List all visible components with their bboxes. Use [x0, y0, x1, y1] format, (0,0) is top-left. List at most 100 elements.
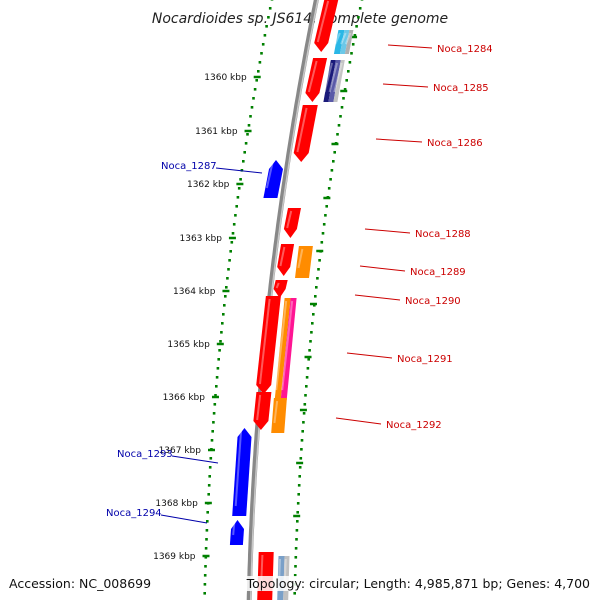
scale-dot — [214, 394, 217, 397]
gene-noca-1285-arrow-shade — [307, 60, 318, 93]
scale-dot — [305, 385, 308, 388]
scale-dot — [306, 367, 310, 370]
scale-dot — [228, 259, 231, 262]
scale-dot — [351, 43, 355, 46]
gene-label-leader — [364, 228, 411, 234]
scale-dot — [215, 385, 218, 388]
scale-dot — [298, 475, 301, 478]
scale-dot — [339, 115, 342, 118]
gene-noca-1294-arrow — [229, 520, 244, 545]
gene-label-leader — [375, 138, 423, 143]
scale-dot — [324, 214, 327, 217]
scale-dot — [316, 277, 319, 280]
kbp-tick-label: 1362 kbp — [187, 180, 230, 190]
gene-noca-1293-arrow-shade — [234, 430, 243, 507]
scale-dot — [309, 340, 312, 343]
cds-track-1291a — [274, 298, 291, 400]
scale-dot — [315, 286, 318, 289]
gene-label-text: Noca_1286 — [427, 138, 483, 149]
scale-dot — [337, 124, 341, 127]
cds-track-1284b-shade — [340, 32, 347, 45]
cds-track-1284c-shade — [344, 32, 352, 45]
scale-dot — [296, 502, 300, 505]
scale-dot — [206, 520, 209, 523]
cds-track-1284a — [333, 30, 345, 54]
gene-noca-1288-arrow-shade — [286, 210, 293, 229]
scale-dot — [204, 547, 208, 550]
scale-dot — [223, 304, 226, 307]
scale-dot — [235, 205, 238, 208]
scale-dot — [227, 268, 230, 271]
gene-noca-1289-arrow — [277, 244, 295, 276]
gene-noca-1294-arrow-shade — [232, 522, 236, 536]
scale-dot — [212, 412, 216, 415]
gene-noca-1291-arrow — [256, 296, 281, 394]
kbp-tick-label: 1363 kbp — [180, 234, 223, 244]
scale-dot — [221, 322, 224, 325]
scale-dot — [217, 358, 220, 361]
kbp-scale: 1360 kbp 1361 kbp 1362 kbp 1363 kbp 1364 kbp… — [153, 0, 364, 595]
gene-label-leader — [354, 294, 401, 301]
cds-track-1284b — [339, 30, 350, 54]
scale-dot — [237, 187, 241, 190]
scale-dot — [222, 313, 225, 316]
scale-dot — [208, 475, 211, 478]
scale-dot — [226, 277, 229, 280]
scale-dot — [360, 0, 364, 1]
scale-dot — [250, 106, 254, 109]
scale-dot — [318, 259, 321, 262]
gene-label-text: Noca_1288 — [415, 229, 471, 240]
scale-dot — [253, 88, 257, 91]
scale-dot — [229, 250, 232, 253]
gene-noca-1290-arrow — [273, 280, 288, 298]
kbp-tick-label: 1365 kbp — [167, 340, 210, 350]
scale-dot — [209, 457, 213, 460]
scale-dot — [299, 457, 303, 460]
scale-dot — [247, 124, 251, 127]
scale-dot — [298, 466, 302, 469]
scale-dot — [230, 241, 234, 244]
scale-dot — [267, 16, 270, 19]
scale-dot — [345, 79, 348, 82]
scale-dot — [242, 160, 245, 163]
gene-noca-1284-arrow-shade — [316, 0, 330, 43]
scale-dot — [314, 295, 317, 298]
scale-dot — [308, 349, 311, 352]
scale-dot — [296, 520, 299, 523]
gene-labels: Noca_1284 Noca_1285 Noca_1286 Noca_1287 Noca… — [106, 44, 493, 524]
scale-dot — [203, 592, 206, 595]
scale-dot — [220, 331, 223, 334]
gene-noca-1287-arrow — [263, 160, 283, 198]
scale-dot — [343, 88, 347, 91]
scale-dot — [304, 394, 307, 397]
scale-dot — [305, 376, 309, 379]
cds-track-1284a-shade — [334, 32, 341, 45]
scale-dot — [293, 574, 297, 577]
inner-dotted-ring — [203, 0, 274, 595]
scale-dot — [321, 232, 325, 235]
scale-dot — [347, 70, 350, 73]
kbp-tick-label: 1366 kbp — [163, 393, 206, 403]
scale-dot — [260, 52, 263, 55]
scale-dot — [268, 7, 272, 10]
gene-noca-1284-arrow — [314, 0, 339, 52]
scale-dot — [258, 61, 262, 64]
scale-dot — [317, 268, 320, 271]
scale-dot — [297, 484, 301, 487]
scale-dot — [255, 79, 258, 82]
scale-dot — [340, 106, 344, 109]
kbp-tick-label: 1368 kbp — [155, 499, 198, 509]
scale-dot — [218, 349, 221, 352]
cds-track-1291a-shade — [275, 300, 288, 391]
scale-dot — [294, 556, 298, 559]
kbp-tick-label: 1367 kbp — [159, 446, 202, 456]
kbp-tick-label: 1360 kbp — [204, 73, 247, 83]
scale-dot — [303, 403, 307, 406]
scale-dot — [225, 286, 228, 289]
scale-dot — [231, 232, 235, 235]
scale-dot — [302, 421, 305, 424]
gene-label-leader — [171, 455, 219, 464]
gene-features — [229, 0, 354, 600]
scale-dot — [261, 43, 265, 46]
